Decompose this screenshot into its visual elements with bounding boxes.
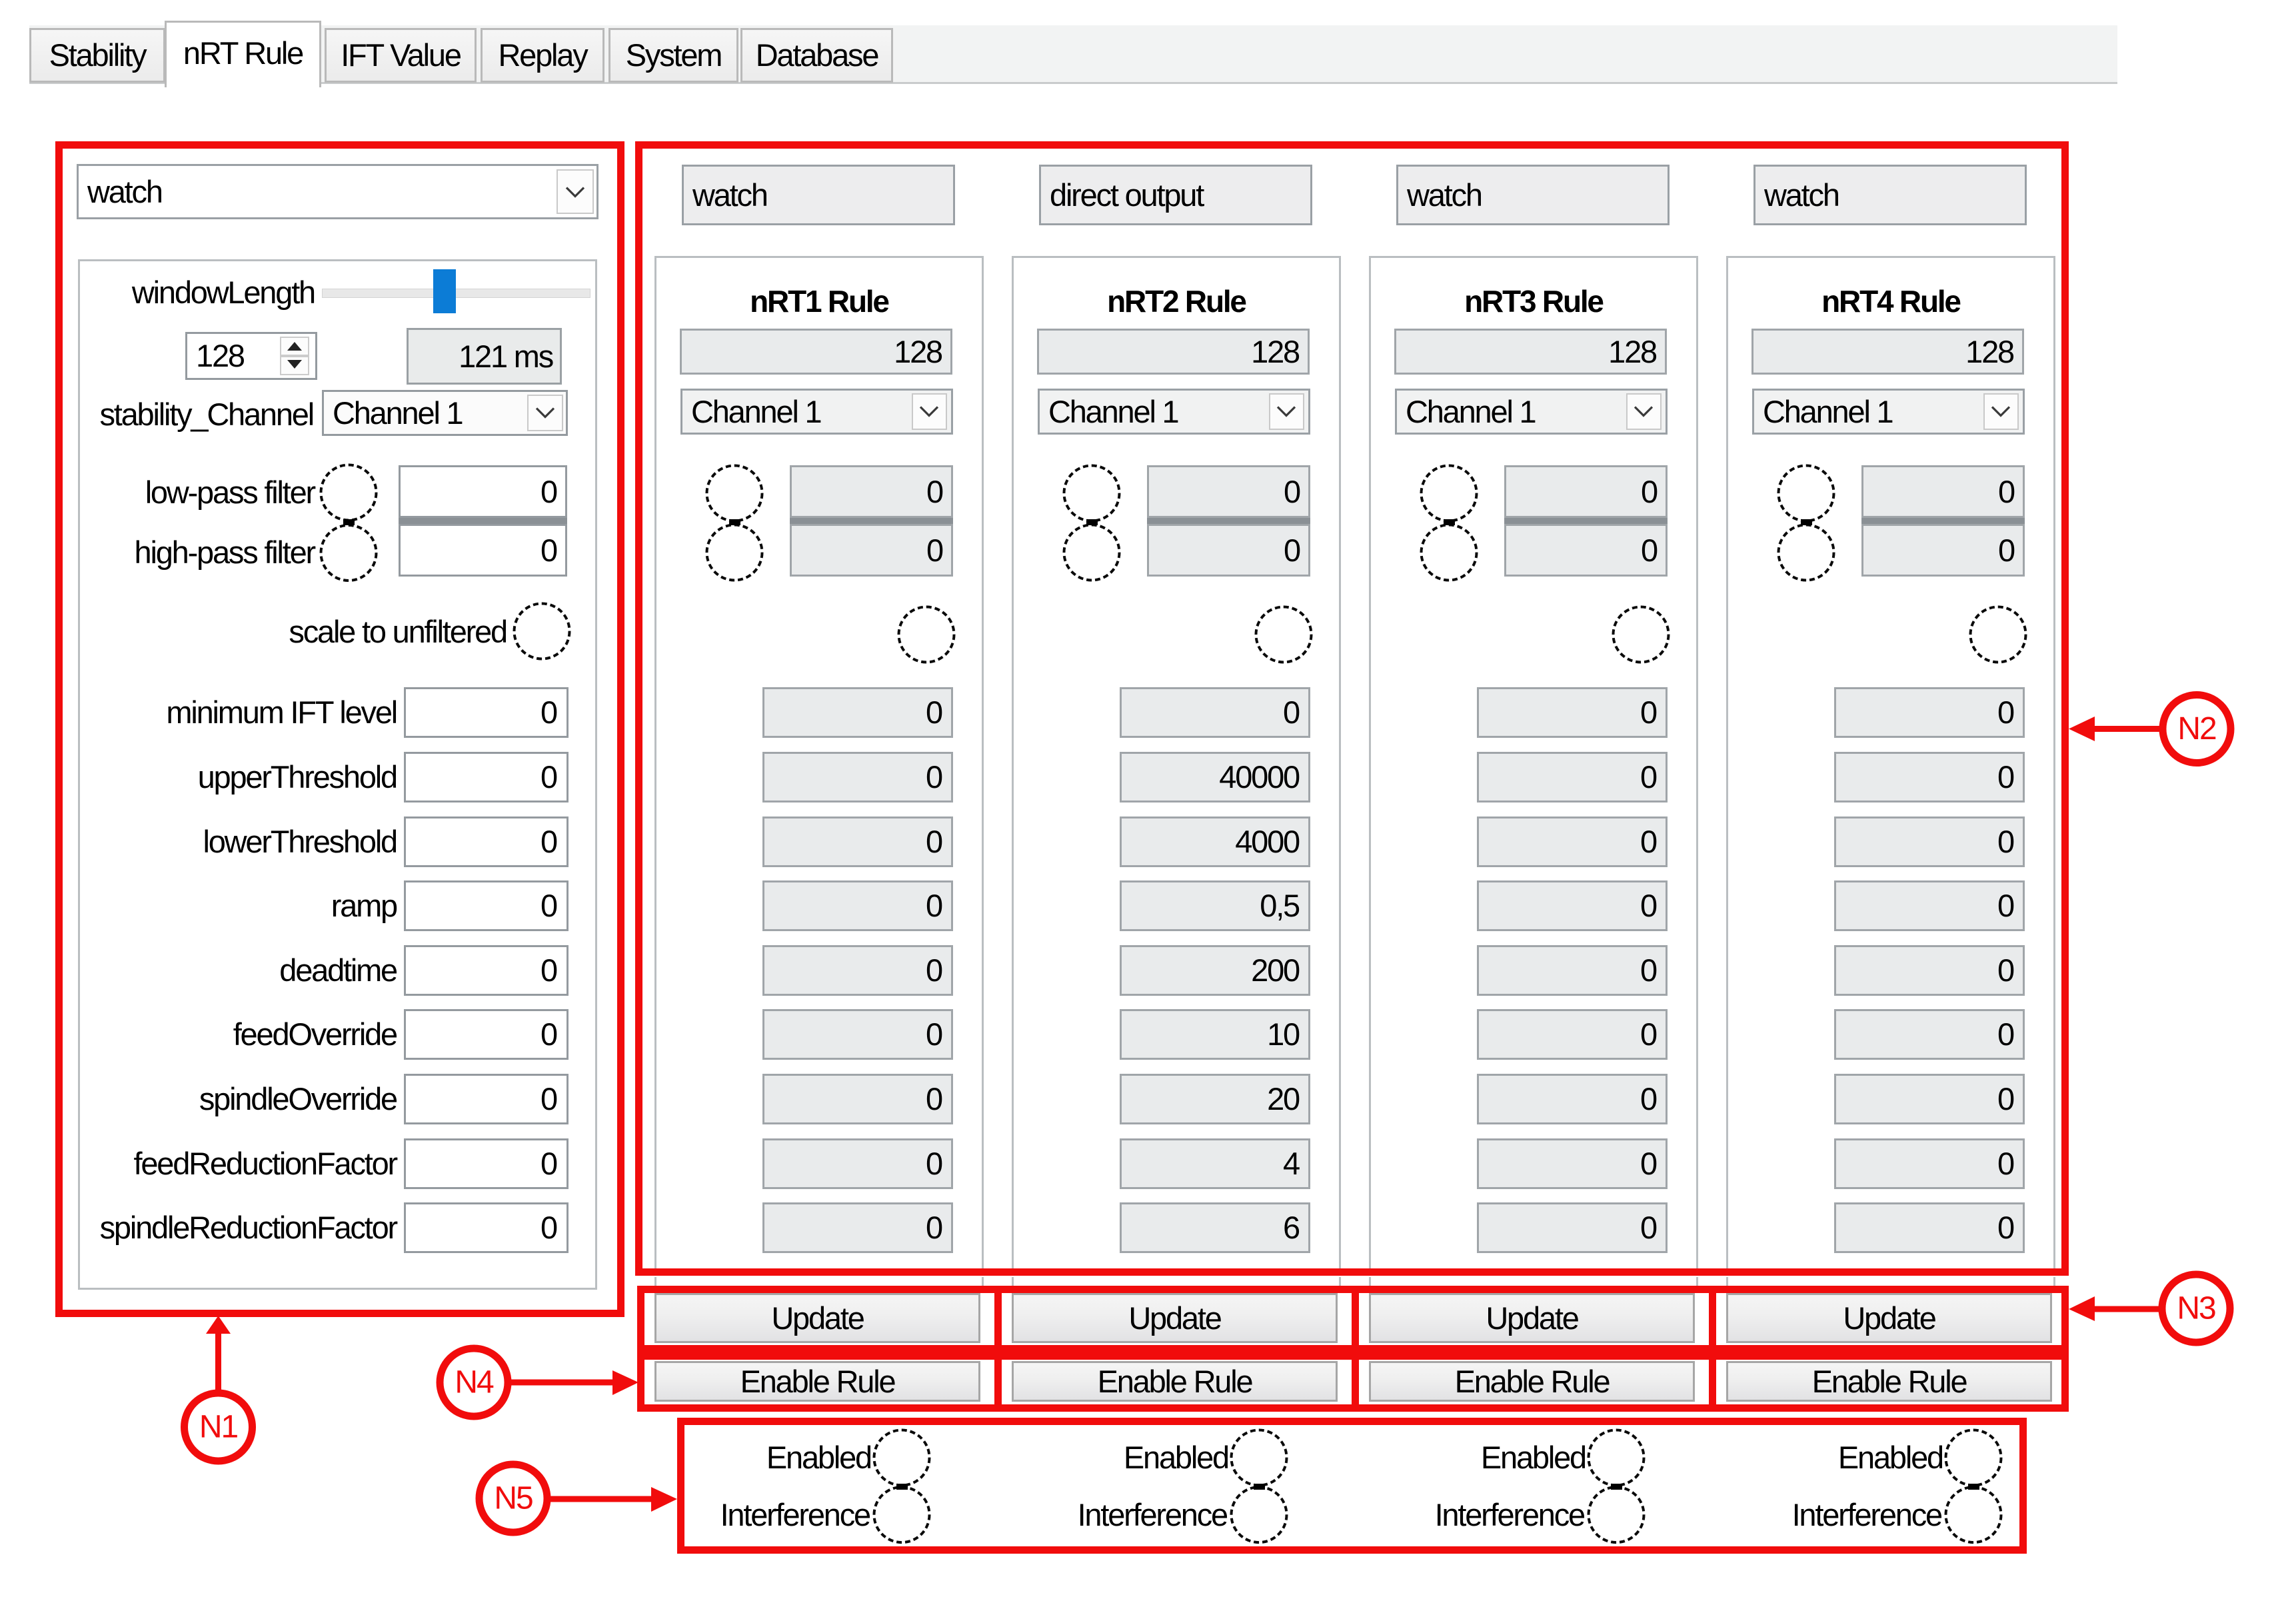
- svg-text:N4: N4: [455, 1365, 494, 1400]
- svg-text:N1: N1: [199, 1410, 238, 1445]
- svg-text:N2: N2: [2177, 711, 2216, 747]
- svg-text:N5: N5: [494, 1481, 533, 1516]
- svg-text:N3: N3: [2177, 1291, 2215, 1326]
